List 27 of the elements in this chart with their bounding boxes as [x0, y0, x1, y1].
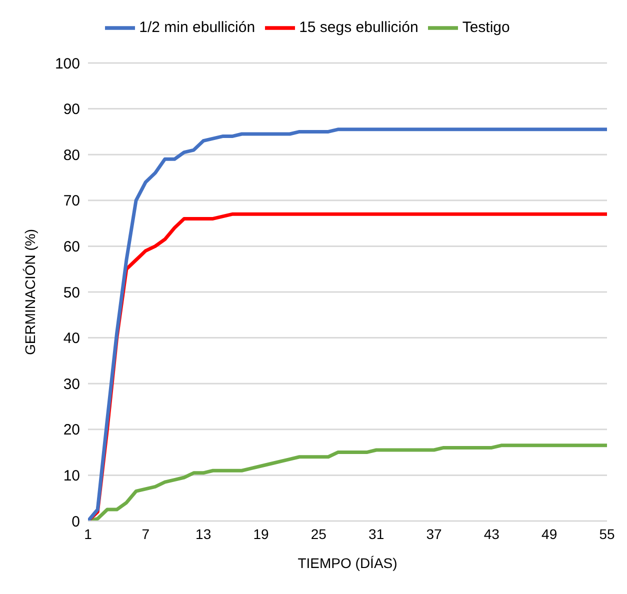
x-tick-label: 43	[484, 526, 500, 542]
x-tick-label: 1	[84, 526, 92, 542]
x-tick-label: 13	[196, 526, 212, 542]
x-tick-label: 19	[253, 526, 269, 542]
y-tick-label: 40	[63, 330, 80, 348]
x-tick-label: 31	[368, 526, 384, 542]
y-tick-label: 10	[63, 468, 80, 485]
x-tick-label: 25	[310, 526, 327, 542]
y-axis-title: GERMINACIÓN (%)	[22, 229, 38, 355]
y-tick-label: 90	[63, 101, 80, 118]
legend-label: 1/2 min ebullición	[139, 18, 256, 36]
line-series	[88, 128, 607, 521]
x-tick-label: 49	[542, 526, 558, 542]
x-tick-label: 37	[426, 526, 442, 542]
y-tick-label: 0	[72, 513, 80, 530]
x-axis-title: TIEMPO (DÍAS)	[298, 555, 398, 571]
legend-label: Testigo	[462, 18, 510, 36]
y-tick-label: 100	[54, 55, 80, 72]
legend-label: 15 segs ebullición	[299, 18, 418, 36]
y-tick-label: 30	[63, 376, 80, 393]
y-tick-label: 20	[63, 422, 80, 439]
y-tick-label: 70	[63, 192, 80, 210]
y-tick-label: 60	[63, 238, 80, 256]
x-tick-label: 55	[599, 526, 615, 542]
y-tick-label: 80	[63, 146, 80, 164]
x-tick-label: 7	[142, 526, 150, 542]
y-tick-label: 50	[63, 284, 80, 302]
